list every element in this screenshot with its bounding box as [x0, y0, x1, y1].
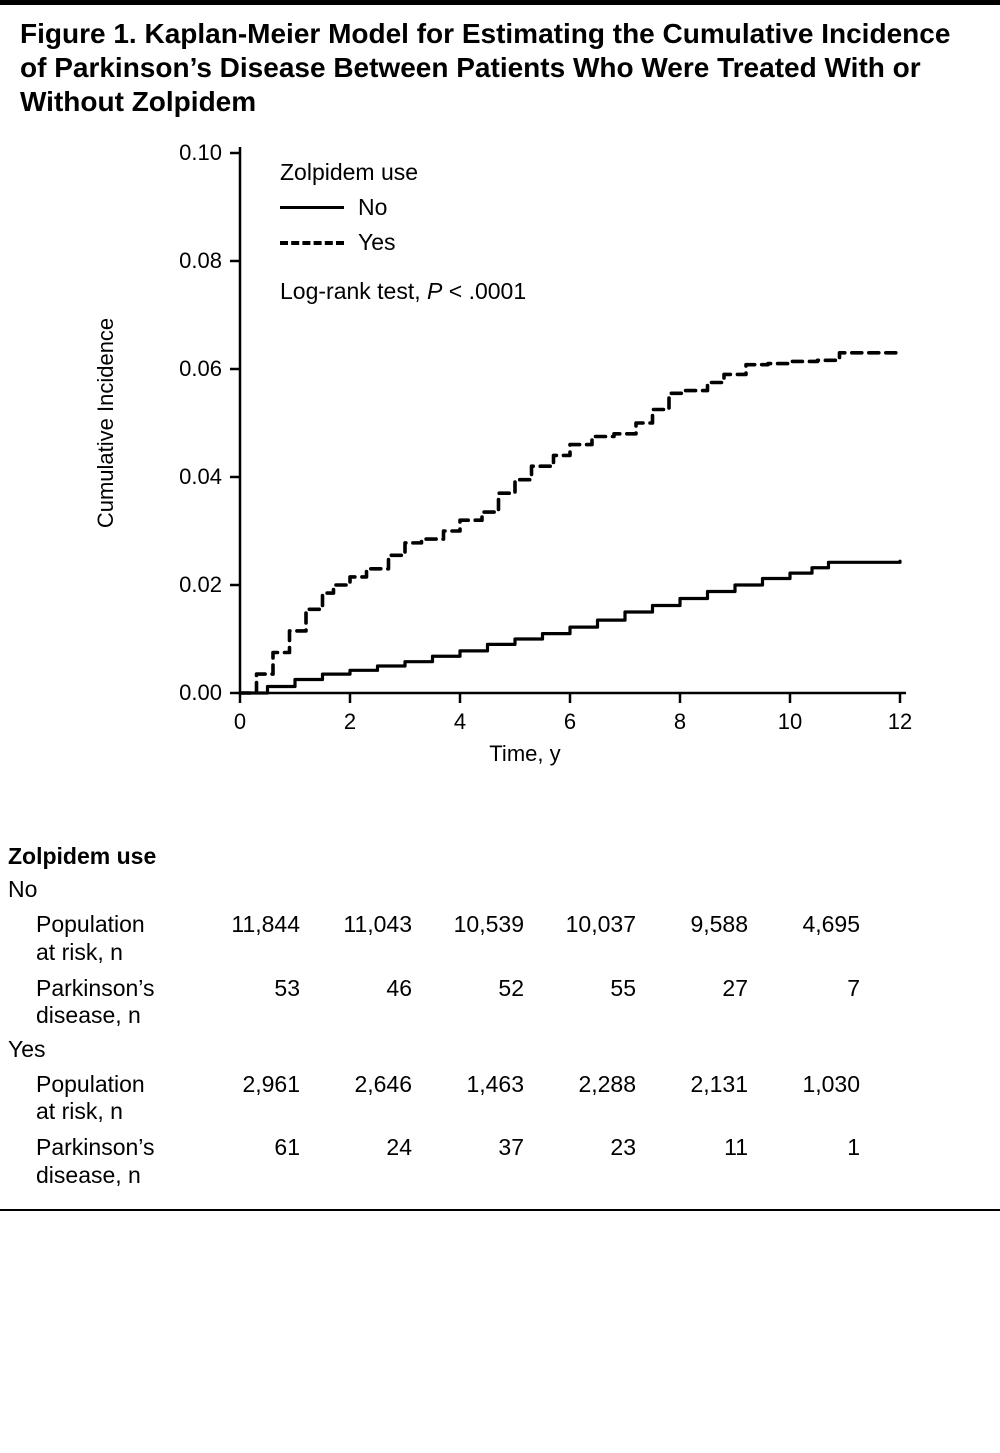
risk-table-row: Parkinson’sdisease, n53465255277 [8, 975, 980, 1030]
risk-table-cell: 1,030 [748, 1071, 860, 1099]
risk-table-cell: 23 [524, 1134, 636, 1162]
svg-text:8: 8 [674, 709, 686, 734]
risk-table-group-name: No [8, 876, 980, 903]
svg-text:0.06: 0.06 [179, 356, 222, 381]
legend-swatch-dashed [280, 241, 344, 245]
risk-table-cell: 27 [636, 975, 748, 1003]
risk-table-group-name: Yes [8, 1036, 980, 1063]
risk-table-cell: 1 [748, 1134, 860, 1162]
risk-table-cell: 2,961 [188, 1071, 300, 1099]
legend-swatch-solid [280, 206, 344, 209]
svg-text:0: 0 [234, 709, 246, 734]
risk-table-cell: 1,463 [412, 1071, 524, 1099]
risk-table-cell: 52 [412, 975, 524, 1003]
x-axis-label: Time, y [489, 741, 560, 767]
svg-text:0.04: 0.04 [179, 464, 222, 489]
risk-table-cell: 2,646 [300, 1071, 412, 1099]
svg-text:0.02: 0.02 [179, 572, 222, 597]
log-rank-text: Log-rank test, P < .0001 [280, 278, 526, 305]
risk-table-cells: 2,9612,6461,4632,2882,1311,030 [188, 1071, 860, 1099]
risk-table-row-label: Populationat risk, n [8, 911, 188, 966]
risk-table-row: Populationat risk, n11,84411,04310,53910… [8, 911, 980, 966]
chart-area: 0.00 0.02 0.04 0.06 0.08 0.10 0 2 4 6 8 10 12 Cumula… [70, 133, 930, 843]
y-axis-label: Cumulative Incidence [93, 318, 119, 528]
risk-table-cell: 7 [748, 975, 860, 1003]
figure-container: Figure 1. Kaplan-Meier Model for Estimat… [0, 0, 1000, 1211]
risk-table-cells: 61243723111 [188, 1134, 860, 1162]
risk-table-cell: 11 [636, 1134, 748, 1162]
risk-table-cells: 11,84411,04310,53910,0379,5884,695 [188, 911, 860, 939]
legend-item-yes: Yes [280, 229, 526, 256]
risk-table-cell: 10,539 [412, 911, 524, 939]
risk-table-cell: 46 [300, 975, 412, 1003]
svg-text:0.10: 0.10 [179, 140, 222, 165]
risk-table-cell: 53 [188, 975, 300, 1003]
series-yes [240, 352, 900, 693]
svg-text:0.08: 0.08 [179, 248, 222, 273]
svg-text:10: 10 [778, 709, 802, 734]
risk-table-row-label: Populationat risk, n [8, 1071, 188, 1126]
risk-table-cell: 37 [412, 1134, 524, 1162]
risk-table-header: Zolpidem use [8, 843, 980, 870]
svg-text:6: 6 [564, 709, 576, 734]
svg-text:12: 12 [888, 709, 912, 734]
legend-title: Zolpidem use [280, 159, 526, 186]
svg-text:4: 4 [454, 709, 466, 734]
risk-table-cell: 11,043 [300, 911, 412, 939]
risk-table-cell: 10,037 [524, 911, 636, 939]
risk-table-row-label: Parkinson’sdisease, n [8, 1134, 188, 1189]
legend: Zolpidem use No Yes Log-rank test, P < .… [280, 159, 526, 305]
legend-label-no: No [358, 194, 387, 221]
risk-table-cell: 9,588 [636, 911, 748, 939]
risk-table-cell: 55 [524, 975, 636, 1003]
series-no [240, 562, 900, 694]
risk-table: Zolpidem useNoPopulationat risk, n11,844… [0, 843, 1000, 1209]
risk-table-cell: 2,288 [524, 1071, 636, 1099]
risk-table-cell: 4,695 [748, 911, 860, 939]
log-rank-prefix: Log-rank test, [280, 278, 427, 304]
risk-table-cell: 11,844 [188, 911, 300, 939]
risk-table-row-label: Parkinson’sdisease, n [8, 975, 188, 1030]
svg-text:0.00: 0.00 [179, 680, 222, 705]
log-rank-stat: P [427, 278, 442, 304]
figure-title: Figure 1. Kaplan-Meier Model for Estimat… [0, 5, 1000, 133]
log-rank-suffix: < .0001 [442, 278, 526, 304]
risk-table-row: Parkinson’sdisease, n61243723111 [8, 1134, 980, 1189]
risk-table-row: Populationat risk, n2,9612,6461,4632,288… [8, 1071, 980, 1126]
svg-text:2: 2 [344, 709, 356, 734]
risk-table-cell: 24 [300, 1134, 412, 1162]
bottom-rule [0, 1209, 1000, 1211]
legend-label-yes: Yes [358, 229, 396, 256]
risk-table-cell: 61 [188, 1134, 300, 1162]
risk-table-cells: 53465255277 [188, 975, 860, 1003]
legend-item-no: No [280, 194, 526, 221]
risk-table-cell: 2,131 [636, 1071, 748, 1099]
